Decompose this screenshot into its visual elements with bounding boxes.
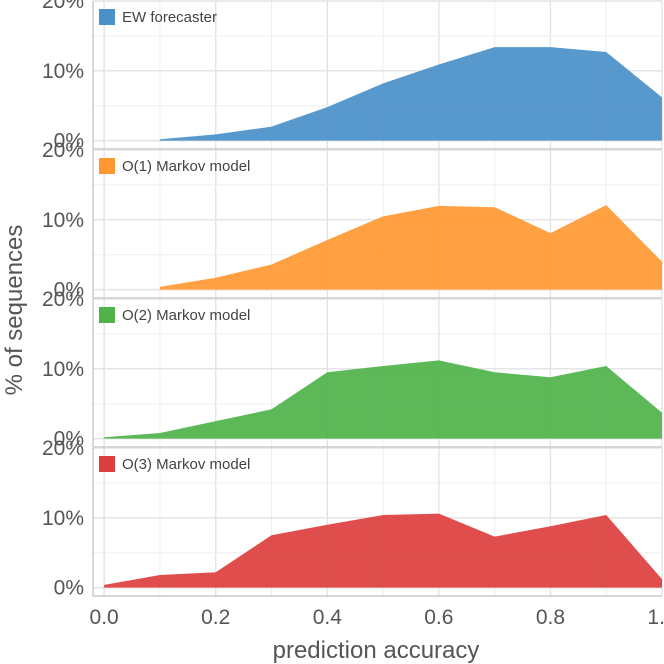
- y-tick-label: 10%: [42, 507, 84, 530]
- area-4: [104, 513, 662, 588]
- y-tick-label: 10%: [42, 358, 84, 381]
- y-tick-label: 20%: [42, 288, 84, 311]
- y-axis-label: % of sequences: [1, 225, 28, 396]
- x-tick-label: 0.6: [424, 606, 453, 629]
- y-tick-label: 20%: [42, 0, 84, 13]
- x-tick-label: 0.4: [313, 606, 343, 629]
- legend-label: EW forecaster: [122, 9, 217, 26]
- x-axis-ticks: 0.0 0.2 0.4 0.6 0.8 1.0: [90, 606, 664, 629]
- x-tick-label: 0.0: [90, 606, 119, 629]
- x-tick-label: 1.0: [647, 606, 664, 629]
- chart-panels: 0% 10% 20% EW forecaster 0% 10% 20% O(1) Markov…: [42, 0, 663, 600]
- x-axis-label: prediction accuracy: [273, 637, 480, 664]
- y-tick-label: 10%: [42, 60, 84, 83]
- area-1: [159, 47, 663, 141]
- area-2: [159, 205, 663, 290]
- area-3: [104, 360, 662, 439]
- legend-label: O(1) Markov model: [122, 158, 250, 175]
- legend-swatch: [99, 9, 115, 25]
- y-tick-label: 20%: [42, 139, 84, 162]
- panel-1: 0% 10% 20% EW forecaster: [42, 0, 663, 153]
- legend-swatch: [99, 158, 115, 174]
- panel-4: 0% 10% 20% O(3) Markov model: [42, 437, 663, 600]
- panel-2: 0% 10% 20% O(1) Markov model: [42, 139, 663, 302]
- y-tick-label: 10%: [42, 209, 84, 232]
- x-tick-label: 0.8: [536, 606, 565, 629]
- legend-label: O(3) Markov model: [122, 456, 250, 473]
- y-tick-label: 0%: [54, 577, 84, 600]
- legend-swatch: [99, 456, 115, 472]
- panel-3: 0% 10% 20% O(2) Markov model: [42, 288, 663, 451]
- y-tick-label: 0%: [54, 279, 84, 302]
- y-tick-label: 0%: [54, 428, 84, 451]
- y-tick-label: 20%: [42, 437, 84, 460]
- x-tick-label: 0.2: [201, 606, 230, 629]
- legend-label: O(2) Markov model: [122, 307, 250, 324]
- legend-swatch: [99, 307, 115, 323]
- y-tick-label: 0%: [54, 130, 84, 153]
